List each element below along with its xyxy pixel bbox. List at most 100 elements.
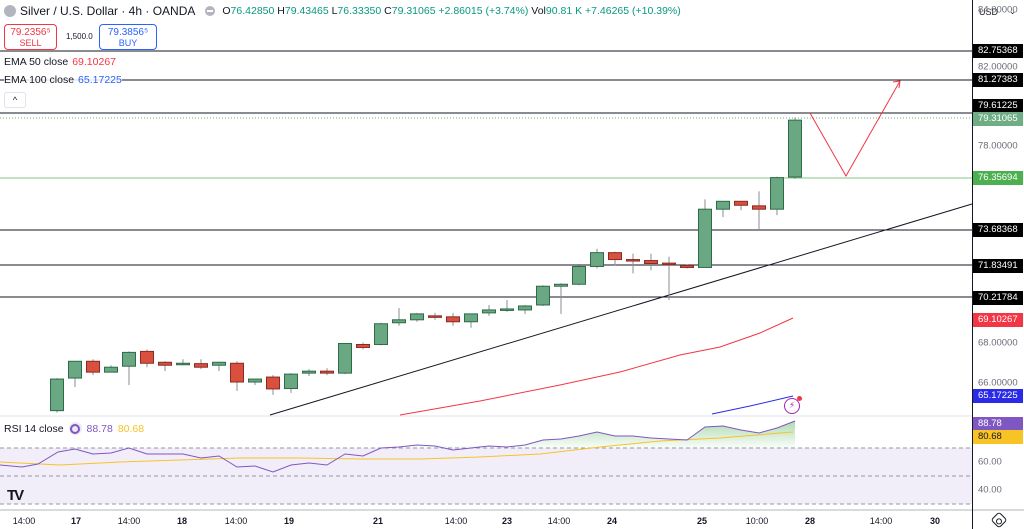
tradingview-logo[interactable]: TV	[7, 487, 24, 504]
time-tick-label: 24	[606, 516, 618, 526]
candlestick	[266, 375, 280, 395]
bearish-candle-body	[734, 200, 748, 206]
price-axis[interactable]	[972, 0, 1024, 529]
bearish-candle-body	[266, 376, 280, 390]
time-tick-label: 25	[696, 516, 708, 526]
volume-change-value: +7.46265 (+10.39%)	[585, 5, 681, 17]
bearish-candle-body	[194, 363, 208, 368]
price-tick-label: 66.00000	[978, 377, 1018, 389]
ema100-value: 65.17225	[78, 74, 122, 86]
bullish-candle-body	[572, 265, 586, 285]
candlestick	[284, 373, 298, 393]
rsi-legend[interactable]: RSI 14 close 88.78 80.68	[4, 422, 144, 435]
candlestick	[572, 265, 586, 286]
candlestick	[410, 312, 424, 322]
rsi-line	[0, 420, 796, 473]
candlestick	[644, 253, 658, 271]
candlestick	[518, 304, 532, 314]
bearish-candle-body	[608, 252, 622, 261]
price-level-tag: 88.78	[973, 417, 1023, 431]
bearish-candle-body	[86, 360, 100, 373]
time-tick-label: 17	[70, 516, 82, 526]
buy-label: BUY	[118, 38, 138, 48]
time-tick-label: 14:00	[117, 516, 141, 526]
time-tick-label: 18	[176, 516, 188, 526]
rsi-overbought-fill	[399, 421, 795, 448]
candlestick	[734, 200, 748, 211]
bearish-candle-body	[356, 343, 370, 348]
candlestick	[212, 361, 226, 372]
candlestick	[770, 176, 784, 216]
price-level-tag: 79.61225	[973, 99, 1023, 113]
sell-price: 79.2356⁵	[10, 27, 51, 38]
bullish-candle-body	[410, 313, 424, 321]
sell-label: SELL	[19, 38, 42, 48]
bullish-candle-body	[104, 366, 118, 373]
candlestick	[464, 313, 478, 328]
bullish-candle-body	[248, 378, 262, 383]
bearish-candle-body	[680, 264, 694, 268]
ema50-line	[399, 317, 794, 416]
order-quantity[interactable]: 1,500.0	[66, 32, 93, 41]
price-tick-label: 84.00000	[978, 4, 1018, 16]
bearish-candle-body	[644, 260, 658, 265]
candlestick	[302, 369, 316, 377]
price-level-tag: 81.27383	[973, 73, 1023, 87]
volume-value: 90.81 K	[545, 5, 583, 17]
bullish-candle-body	[338, 343, 352, 374]
price-tick-label: 78.00000	[978, 140, 1018, 152]
candlestick	[716, 200, 730, 218]
rsi-label: RSI 14 close	[4, 422, 64, 435]
candlestick	[194, 359, 208, 370]
bearish-candle-body	[662, 262, 676, 266]
ema50-legend[interactable]: EMA 50 close 69.10267	[4, 56, 116, 68]
price-level-tag: 82.75368	[973, 44, 1023, 58]
candlestick	[122, 351, 136, 385]
bullish-candle-body	[554, 283, 568, 287]
time-tick-label: 14:00	[547, 516, 571, 526]
price-tick-label: 82.00000	[978, 61, 1018, 73]
candlestick	[662, 256, 676, 301]
currency-selector[interactable]: USD ⌄	[976, 4, 1020, 20]
ema100-legend[interactable]: EMA 100 close 65.17225	[4, 74, 122, 86]
candlestick	[752, 191, 766, 229]
price-level-tag: 65.17225	[973, 389, 1023, 403]
ohlc-values: O76.42850 H79.43465 L76.33350 C79.31065 …	[222, 5, 681, 17]
candlestick	[356, 342, 370, 350]
close-value: 79.31065	[391, 5, 436, 17]
sell-button[interactable]: 79.2356⁵ SELL	[4, 24, 57, 50]
rsi-loading-icon	[68, 422, 82, 435]
time-tick-label: 30	[929, 516, 941, 526]
bullish-candle-body	[464, 313, 478, 323]
collapse-legend-button[interactable]: ^	[4, 92, 26, 108]
bearish-candle-body	[752, 205, 766, 210]
lightning-alert-icon[interactable]: ⚡	[784, 396, 802, 414]
candlestick	[68, 360, 82, 387]
buy-button[interactable]: 79.3856⁵ BUY	[99, 24, 157, 50]
bullish-candle-body	[500, 308, 514, 311]
candlestick	[176, 359, 190, 366]
bearish-candle-body	[428, 315, 442, 318]
time-tick-label: 14:00	[224, 516, 248, 526]
time-tick-label: 23	[501, 516, 513, 526]
bullish-candle-body	[536, 285, 550, 306]
time-tick-label: 14:00	[444, 516, 468, 526]
symbol-title[interactable]: Silver / U.S. Dollar · 4h · OANDA	[20, 4, 196, 18]
candlestick	[320, 368, 334, 376]
candlestick	[50, 378, 64, 413]
bearish-candle-body	[230, 362, 244, 383]
bearish-candle-body	[626, 259, 640, 262]
bearish-candle-body	[320, 370, 334, 374]
market-status-icon[interactable]	[205, 6, 216, 16]
price-level-tag: 70.21784	[973, 291, 1023, 305]
ema100-label: EMA 100 close	[4, 74, 75, 86]
time-tick-label: 28	[804, 516, 816, 526]
candlestick	[104, 365, 118, 373]
candlestick	[374, 322, 388, 346]
price-level-tag: 76.35694	[973, 171, 1023, 185]
time-tick-label: 19	[283, 516, 295, 526]
bullish-candle-body	[590, 252, 604, 267]
bearish-candle-body	[158, 361, 172, 366]
